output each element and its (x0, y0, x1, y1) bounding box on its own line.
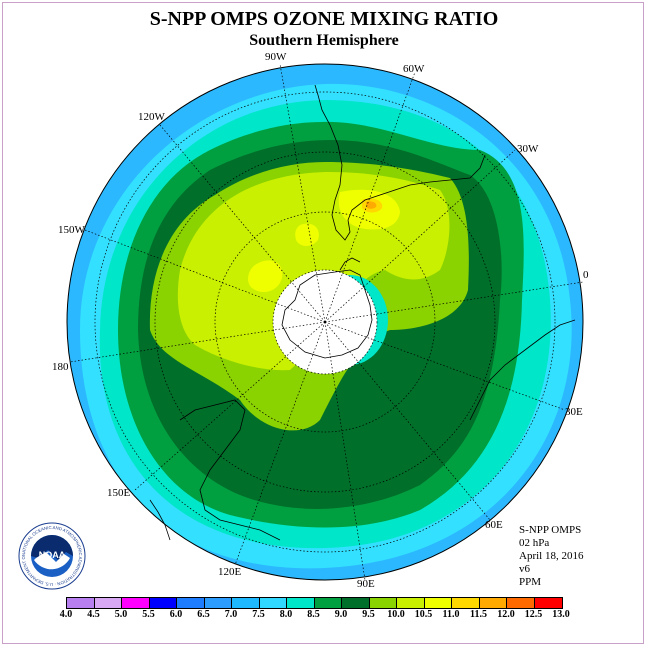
info-block: S-NPP OMPS 02 hPa April 18, 2016 v6 PPM (519, 524, 583, 589)
colorbar-tick-label: 9.0 (334, 609, 348, 620)
longitude-labels: 0 30E 60E 90E 120E 150E 180 150W 120W 90… (52, 51, 589, 590)
colorbar-segment (507, 598, 535, 608)
colorbar-segment (452, 598, 480, 608)
lon-label-0: 0 (583, 269, 589, 281)
coast-africa (469, 319, 576, 421)
map-title: S-NPP OMPS OZONE MIXING RATIO (149, 8, 499, 30)
colorbar-tick-label: 6.5 (197, 609, 210, 620)
colorbar-segment (397, 598, 425, 608)
colorbar-segment (314, 598, 342, 608)
colorbar-tick-label: 8.0 (279, 609, 293, 620)
lon-label-120e: 120E (218, 566, 242, 578)
colorbar-tick-label: 12.0 (497, 609, 515, 620)
lon-label-60w: 60W (403, 63, 425, 75)
colorbar-segment (342, 598, 370, 608)
coastlines (149, 84, 576, 541)
colorbar-segment (259, 598, 287, 608)
colorbar-segment (204, 598, 232, 608)
colorbar-tick-label: 6.0 (169, 609, 183, 620)
colorbar-segment (424, 598, 452, 608)
noaa-logo: NATIONAL OCEANIC AND ATMOSPHERIC ADMINIS… (18, 522, 86, 590)
colorbar-segment (369, 598, 397, 608)
lon-label-60e: 60E (485, 519, 503, 531)
colorbar-segment (479, 598, 507, 608)
colorbar-tick-label: 10.0 (387, 609, 405, 620)
colorbar-tick-label: 5.0 (114, 609, 128, 620)
map-boundary (66, 63, 584, 581)
colorbar-segment (287, 598, 315, 608)
colorbar-segment (177, 598, 205, 608)
colorbar-tick-label: 8.5 (307, 609, 320, 620)
info-date: April 18, 2016 (519, 550, 584, 562)
band-11.5 (366, 201, 377, 209)
lon-label-150w: 150W (58, 224, 86, 236)
colorbar-ticks: 4.0 4.5 5.0 5.5 6.0 6.5 7.0 7.5 8.0 8.5 9.0 9.5 10.0… (60, 609, 570, 623)
colorbar-segment (149, 598, 177, 608)
graticule (69, 63, 584, 581)
info-version: v6 (519, 563, 530, 575)
info-units: PPM (519, 576, 542, 588)
colorbar-segment (94, 598, 122, 608)
colorbar-tick-label: 4.0 (59, 609, 73, 620)
colorbar-tick-label: 12.5 (524, 609, 543, 620)
lon-label-30e: 30E (565, 406, 583, 418)
coast-antarctica (281, 269, 373, 359)
logo-text: NOAA (39, 550, 66, 560)
coast-south-america (314, 84, 486, 241)
ozone-contours (67, 64, 583, 580)
lon-label-180: 180 (52, 361, 69, 373)
colorbar-tick-label: 5.5 (142, 609, 155, 620)
colorbar-tick-label: 11.0 (442, 609, 460, 620)
info-pressure-level: 02 hPa (519, 537, 550, 549)
colorbar-tick-label: 7.0 (224, 609, 238, 620)
coast-australia (179, 399, 281, 541)
colorbar-segment (232, 598, 260, 608)
colorbar-tick-label: 9.5 (362, 609, 375, 620)
colorbar-tick-label: 10.5 (414, 609, 433, 620)
band-10.5 (248, 260, 283, 293)
lon-label-90w: 90W (265, 51, 287, 63)
colorbar-tick-label: 11.5 (470, 609, 487, 620)
colorbar-tick-label: 4.5 (87, 609, 100, 620)
colorbar-tick-label: 13.0 (552, 609, 570, 620)
colorbar (66, 597, 563, 609)
lon-label-30w: 30W (517, 143, 539, 155)
map-subtitle: Southern Hemisphere (249, 32, 399, 49)
colorbar-tick-label: 7.5 (252, 609, 265, 620)
lon-label-90e: 90E (357, 578, 375, 590)
coast-new-zealand (149, 499, 171, 541)
info-instrument: S-NPP OMPS (519, 524, 582, 536)
colorbar-segment (534, 598, 562, 608)
band-10.5 (295, 223, 319, 246)
coast-antarctic-peninsula (339, 257, 361, 271)
lon-label-150e: 150E (107, 487, 131, 499)
colorbar-segment (122, 598, 150, 608)
colorbar-segment (67, 598, 95, 608)
lon-label-120w: 120W (138, 111, 166, 123)
